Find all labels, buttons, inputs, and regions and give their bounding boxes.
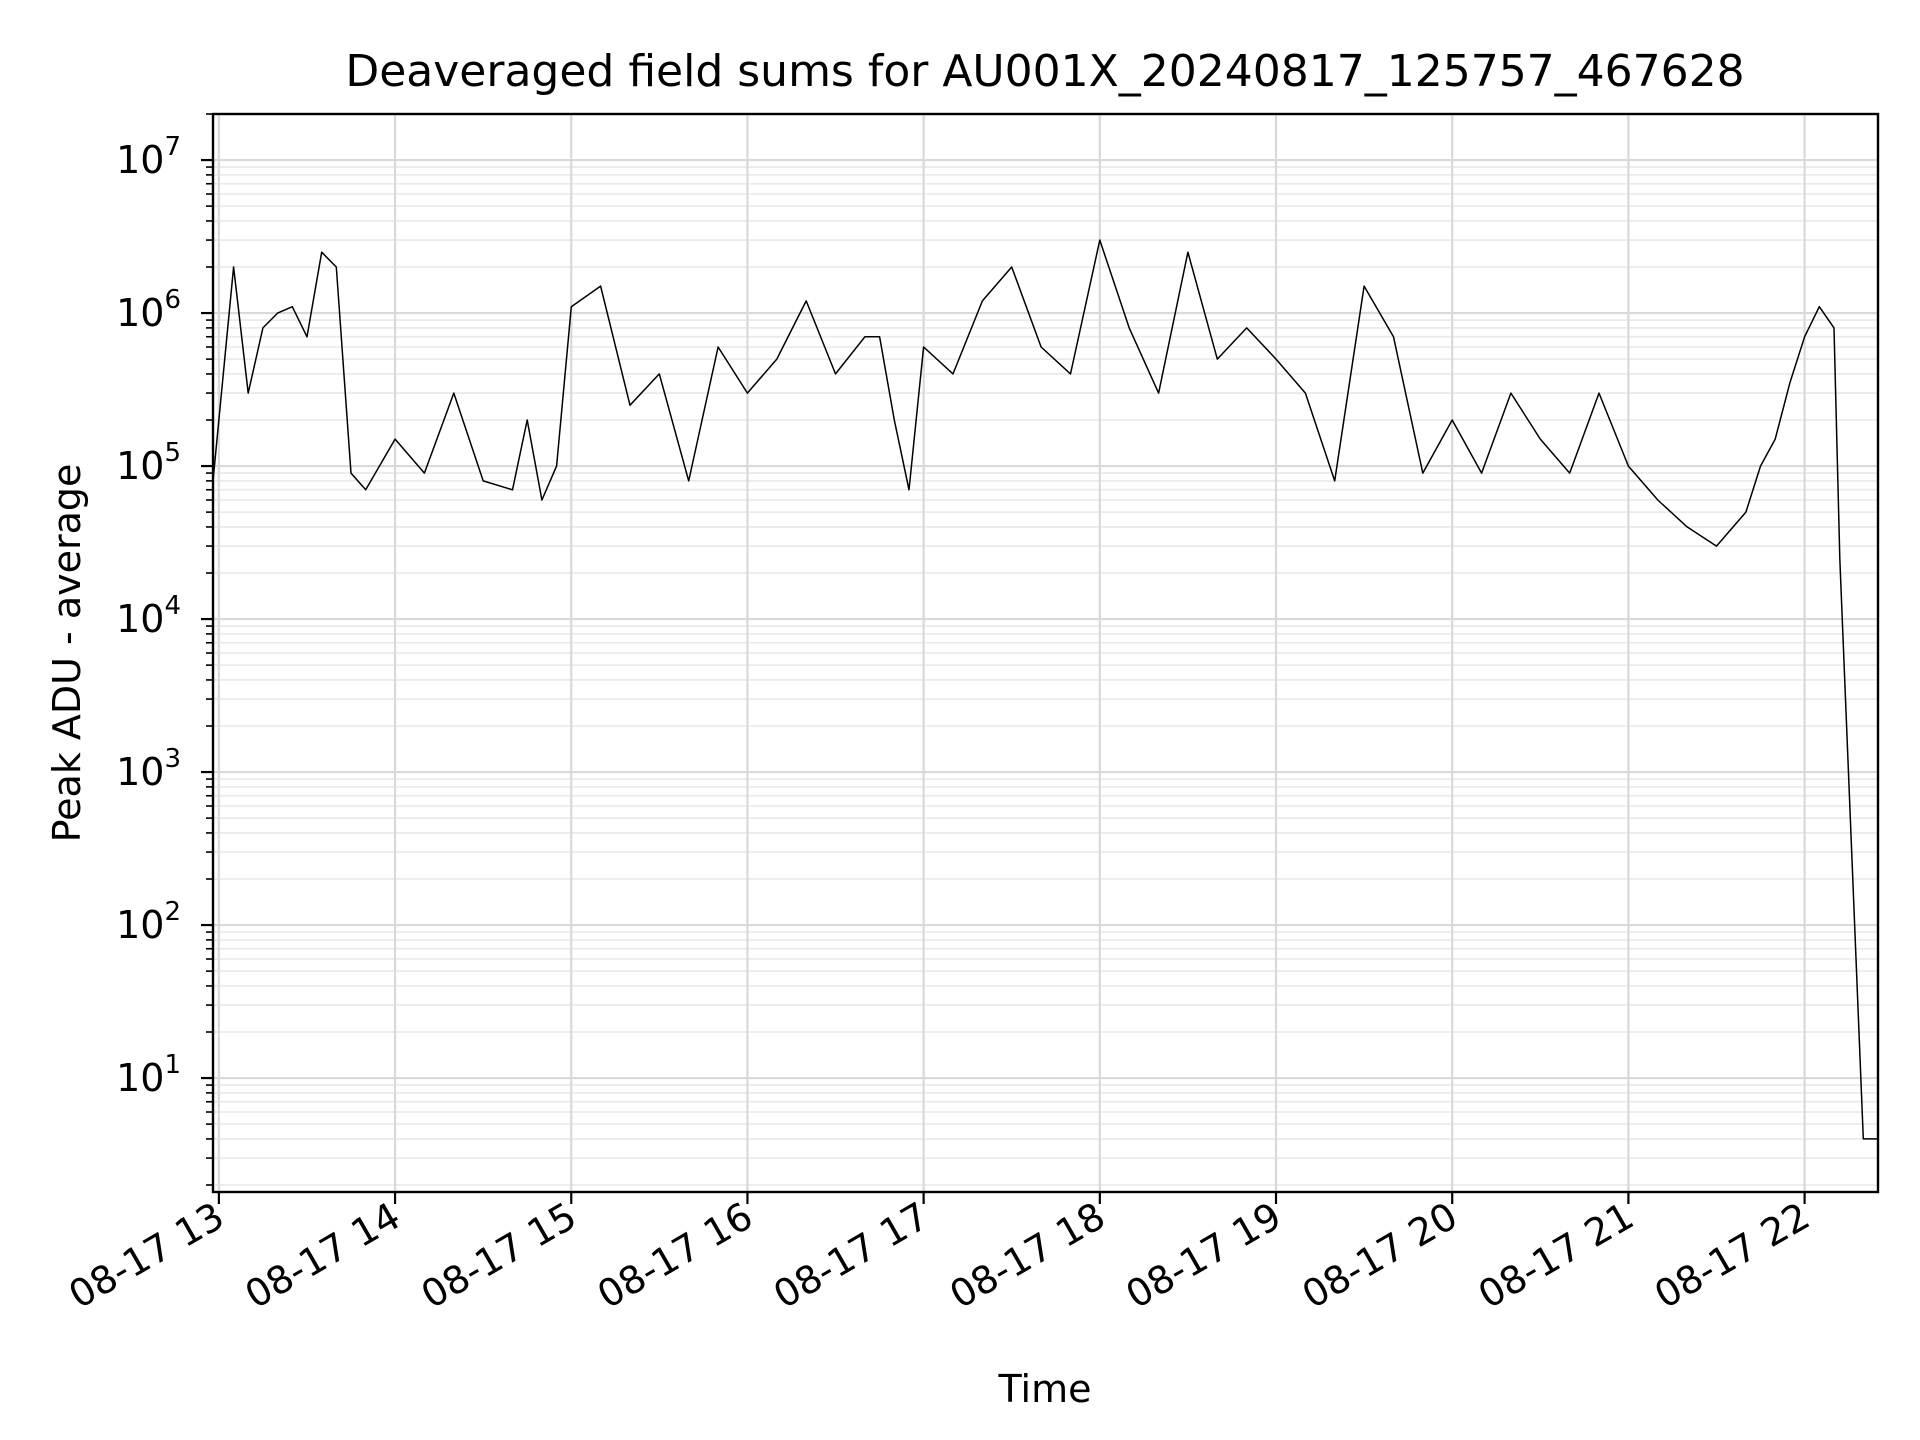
x-tick-label: 08-17 17 — [766, 1194, 936, 1318]
y-tick-label: 104 — [116, 591, 181, 641]
x-tick-label: 08-17 16 — [590, 1194, 760, 1318]
x-tick-label: 08-17 18 — [942, 1194, 1112, 1318]
y-tick-label: 102 — [116, 897, 181, 947]
gridlines — [213, 113, 1878, 1192]
x-tick-label: 08-17 15 — [414, 1194, 584, 1318]
x-axis-label: Time — [998, 1367, 1092, 1411]
x-tick-label: 08-17 22 — [1647, 1194, 1817, 1318]
y-tick-label: 105 — [116, 438, 181, 488]
y-tick-label: 106 — [116, 285, 181, 335]
x-tick-label: 08-17 20 — [1295, 1194, 1465, 1318]
series-line — [212, 239, 1878, 1140]
x-tick-label: 08-17 13 — [61, 1194, 231, 1318]
y-tick-label: 107 — [116, 132, 181, 182]
y-tick-label: 103 — [116, 744, 181, 794]
y-axis-label: Peak ADU - average — [45, 464, 89, 843]
chart-title: Deaveraged field sums for AU001X_2024081… — [345, 46, 1744, 97]
y-tick-label: 101 — [116, 1050, 181, 1100]
x-tick-label: 08-17 19 — [1119, 1194, 1289, 1318]
x-tick-label: 08-17 21 — [1471, 1194, 1641, 1318]
x-tick-label: 08-17 14 — [238, 1194, 408, 1318]
